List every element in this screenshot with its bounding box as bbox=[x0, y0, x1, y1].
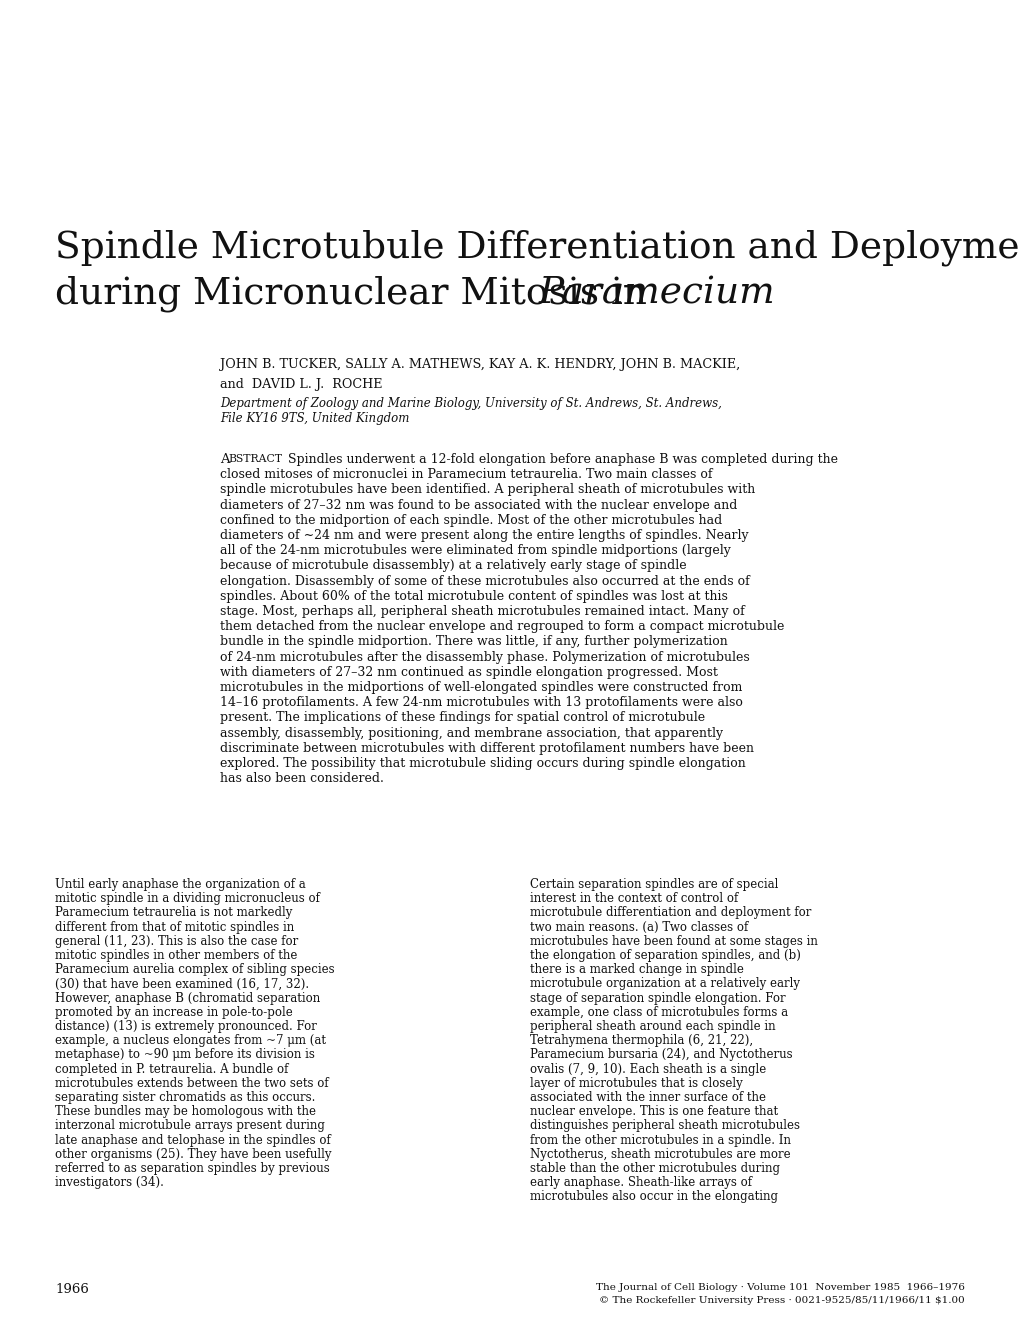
Text: mitotic spindles in other members of the: mitotic spindles in other members of the bbox=[55, 949, 298, 962]
Text: elongation. Disassembly of some of these microtubules also occurred at the ends : elongation. Disassembly of some of these… bbox=[220, 574, 749, 587]
Text: Paramecium tetraurelia is not markedly: Paramecium tetraurelia is not markedly bbox=[55, 907, 292, 920]
Text: during Micronuclear Mitosis in: during Micronuclear Mitosis in bbox=[55, 275, 658, 312]
Text: separating sister chromatids as this occurs.: separating sister chromatids as this occ… bbox=[55, 1092, 315, 1104]
Text: microtubules in the midportions of well-elongated spindles were constructed from: microtubules in the midportions of well-… bbox=[220, 681, 742, 694]
Text: closed mitoses of micronuclei in Paramecium tetraurelia. Two main classes of: closed mitoses of micronuclei in Paramec… bbox=[220, 469, 712, 482]
Text: other organisms (25). They have been usefully: other organisms (25). They have been use… bbox=[55, 1148, 331, 1160]
Text: general (11, 23). This is also the case for: general (11, 23). This is also the case … bbox=[55, 935, 298, 948]
Text: associated with the inner surface of the: associated with the inner surface of the bbox=[530, 1092, 765, 1104]
Text: promoted by an increase in pole-to-pole: promoted by an increase in pole-to-pole bbox=[55, 1006, 292, 1019]
Text: different from that of mitotic spindles in: different from that of mitotic spindles … bbox=[55, 920, 293, 933]
Text: A: A bbox=[220, 453, 229, 466]
Text: all of the 24-nm microtubules were eliminated from spindle midportions (largely: all of the 24-nm microtubules were elimi… bbox=[220, 544, 731, 557]
Text: (30) that have been examined (16, 17, 32).: (30) that have been examined (16, 17, 32… bbox=[55, 977, 309, 990]
Text: Paramecium: Paramecium bbox=[538, 275, 774, 312]
Text: there is a marked change in spindle: there is a marked change in spindle bbox=[530, 964, 743, 977]
Text: has also been considered.: has also been considered. bbox=[220, 772, 383, 785]
Text: BSTRACT: BSTRACT bbox=[228, 454, 281, 465]
Text: microtubules have been found at some stages in: microtubules have been found at some sta… bbox=[530, 935, 817, 948]
Text: stage of separation spindle elongation. For: stage of separation spindle elongation. … bbox=[530, 991, 785, 1005]
Text: confined to the midportion of each spindle. Most of the other microtubules had: confined to the midportion of each spind… bbox=[220, 513, 721, 527]
Text: early anaphase. Sheath-like arrays of: early anaphase. Sheath-like arrays of bbox=[530, 1176, 751, 1189]
Text: referred to as separation spindles by previous: referred to as separation spindles by pr… bbox=[55, 1162, 329, 1175]
Text: microtubules also occur in the elongating: microtubules also occur in the elongatin… bbox=[530, 1191, 777, 1204]
Text: distance) (13) is extremely pronounced. For: distance) (13) is extremely pronounced. … bbox=[55, 1020, 317, 1034]
Text: because of microtubule disassembly) at a relatively early stage of spindle: because of microtubule disassembly) at a… bbox=[220, 560, 686, 573]
Text: microtubule organization at a relatively early: microtubule organization at a relatively… bbox=[530, 977, 799, 990]
Text: microtubule differentiation and deployment for: microtubule differentiation and deployme… bbox=[530, 907, 810, 920]
Text: Spindle Microtubule Differentiation and Deployment: Spindle Microtubule Differentiation and … bbox=[55, 230, 1019, 267]
Text: Department of Zoology and Marine Biology, University of St. Andrews, St. Andrews: Department of Zoology and Marine Biology… bbox=[220, 397, 721, 411]
Text: present. The implications of these findings for spatial control of microtubule: present. The implications of these findi… bbox=[220, 711, 704, 725]
Text: 1966: 1966 bbox=[55, 1283, 89, 1296]
Text: example, one class of microtubules forms a: example, one class of microtubules forms… bbox=[530, 1006, 788, 1019]
Text: JOHN B. TUCKER, SALLY A. MATHEWS, KAY A. K. HENDRY, JOHN B. MACKIE,: JOHN B. TUCKER, SALLY A. MATHEWS, KAY A.… bbox=[220, 358, 740, 371]
Text: Paramecium bursaria (24), and Nyctotherus: Paramecium bursaria (24), and Nyctotheru… bbox=[530, 1048, 792, 1061]
Text: of 24-nm microtubules after the disassembly phase. Polymerization of microtubule: of 24-nm microtubules after the disassem… bbox=[220, 651, 749, 664]
Text: The Journal of Cell Biology · Volume 101  November 1985  1966–1976: The Journal of Cell Biology · Volume 101… bbox=[595, 1283, 964, 1292]
Text: Certain separation spindles are of special: Certain separation spindles are of speci… bbox=[530, 878, 777, 891]
Text: stable than the other microtubules during: stable than the other microtubules durin… bbox=[530, 1162, 780, 1175]
Text: late anaphase and telophase in the spindles of: late anaphase and telophase in the spind… bbox=[55, 1134, 330, 1147]
Text: 14–16 protofilaments. A few 24-nm microtubules with 13 protofilaments were also: 14–16 protofilaments. A few 24-nm microt… bbox=[220, 696, 742, 709]
Text: layer of microtubules that is closely: layer of microtubules that is closely bbox=[530, 1077, 742, 1090]
Text: completed in P. tetraurelia. A bundle of: completed in P. tetraurelia. A bundle of bbox=[55, 1063, 288, 1076]
Text: distinguishes peripheral sheath microtubules: distinguishes peripheral sheath microtub… bbox=[530, 1119, 799, 1133]
Text: © The Rockefeller University Press · 0021-9525/85/11/1966/11 $1.00: © The Rockefeller University Press · 002… bbox=[599, 1296, 964, 1305]
Text: ovalis (7, 9, 10). Each sheath is a single: ovalis (7, 9, 10). Each sheath is a sing… bbox=[530, 1063, 765, 1076]
Text: metaphase) to ~90 μm before its division is: metaphase) to ~90 μm before its division… bbox=[55, 1048, 315, 1061]
Text: with diameters of 27–32 nm continued as spindle elongation progressed. Most: with diameters of 27–32 nm continued as … bbox=[220, 665, 717, 678]
Text: example, a nucleus elongates from ~7 μm (at: example, a nucleus elongates from ~7 μm … bbox=[55, 1034, 326, 1047]
Text: investigators (34).: investigators (34). bbox=[55, 1176, 164, 1189]
Text: explored. The possibility that microtubule sliding occurs during spindle elongat: explored. The possibility that microtubu… bbox=[220, 756, 745, 770]
Text: diameters of 27–32 nm was found to be associated with the nuclear envelope and: diameters of 27–32 nm was found to be as… bbox=[220, 499, 737, 512]
Text: interest in the context of control of: interest in the context of control of bbox=[530, 892, 738, 906]
Text: Paramecium aurelia complex of sibling species: Paramecium aurelia complex of sibling sp… bbox=[55, 964, 334, 977]
Text: two main reasons. (a) Two classes of: two main reasons. (a) Two classes of bbox=[530, 920, 748, 933]
Text: These bundles may be homologous with the: These bundles may be homologous with the bbox=[55, 1105, 316, 1118]
Text: them detached from the nuclear envelope and regrouped to form a compact microtub: them detached from the nuclear envelope … bbox=[220, 620, 784, 634]
Text: mitotic spindle in a dividing micronucleus of: mitotic spindle in a dividing micronucle… bbox=[55, 892, 320, 906]
Text: Spindles underwent a 12-fold elongation before anaphase B was completed during t: Spindles underwent a 12-fold elongation … bbox=[287, 453, 838, 466]
Text: bundle in the spindle midportion. There was little, if any, further polymerizati: bundle in the spindle midportion. There … bbox=[220, 635, 727, 648]
Text: spindles. About 60% of the total microtubule content of spindles was lost at thi: spindles. About 60% of the total microtu… bbox=[220, 590, 728, 603]
Text: peripheral sheath around each spindle in: peripheral sheath around each spindle in bbox=[530, 1020, 774, 1034]
Text: the elongation of separation spindles, and (b): the elongation of separation spindles, a… bbox=[530, 949, 800, 962]
Text: nuclear envelope. This is one feature that: nuclear envelope. This is one feature th… bbox=[530, 1105, 777, 1118]
Text: Until early anaphase the organization of a: Until early anaphase the organization of… bbox=[55, 878, 306, 891]
Text: Nyctotherus, sheath microtubules are more: Nyctotherus, sheath microtubules are mor… bbox=[530, 1148, 790, 1160]
Text: spindle microtubules have been identified. A peripheral sheath of microtubules w: spindle microtubules have been identifie… bbox=[220, 483, 754, 496]
Text: stage. Most, perhaps all, peripheral sheath microtubules remained intact. Many o: stage. Most, perhaps all, peripheral she… bbox=[220, 605, 744, 618]
Text: interzonal microtubule arrays present during: interzonal microtubule arrays present du… bbox=[55, 1119, 325, 1133]
Text: assembly, disassembly, positioning, and membrane association, that apparently: assembly, disassembly, positioning, and … bbox=[220, 726, 722, 739]
Text: File KY16 9TS, United Kingdom: File KY16 9TS, United Kingdom bbox=[220, 412, 409, 425]
Text: diameters of ∼24 nm and were present along the entire lengths of spindles. Nearl: diameters of ∼24 nm and were present alo… bbox=[220, 529, 748, 543]
Text: discriminate between microtubules with different protofilament numbers have been: discriminate between microtubules with d… bbox=[220, 742, 753, 755]
Text: microtubules extends between the two sets of: microtubules extends between the two set… bbox=[55, 1077, 328, 1090]
Text: However, anaphase B (chromatid separation: However, anaphase B (chromatid separatio… bbox=[55, 991, 320, 1005]
Text: and  DAVID L. J.  ROCHE: and DAVID L. J. ROCHE bbox=[220, 378, 382, 391]
Text: from the other microtubules in a spindle. In: from the other microtubules in a spindle… bbox=[530, 1134, 790, 1147]
Text: Tetrahymena thermophila (6, 21, 22),: Tetrahymena thermophila (6, 21, 22), bbox=[530, 1034, 752, 1047]
